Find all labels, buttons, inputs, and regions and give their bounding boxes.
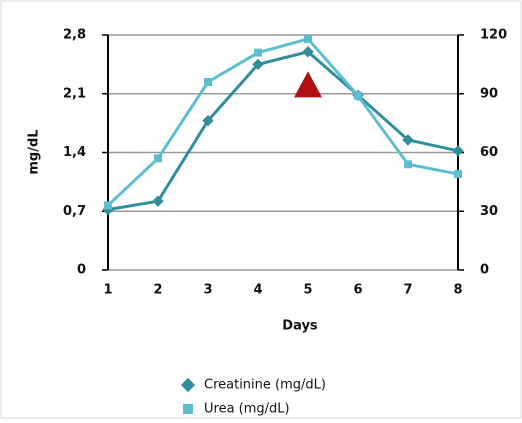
x-tick-label: 4 bbox=[253, 283, 262, 298]
point bbox=[452, 145, 464, 157]
y2-tick-label: 90 bbox=[480, 86, 498, 101]
point bbox=[302, 46, 314, 58]
y-tick-label: 0 bbox=[77, 263, 86, 278]
y-tick-label: 0,7 bbox=[63, 204, 86, 219]
x-tick-label: 3 bbox=[203, 283, 212, 298]
legend-swatch bbox=[183, 404, 193, 414]
x-tick-label: 5 bbox=[303, 283, 312, 298]
legend-label: Creatinine (mg/dL) bbox=[204, 378, 326, 393]
series-line bbox=[107, 50, 459, 212]
y2-tick-label: 120 bbox=[480, 28, 507, 43]
x-tick-label: 6 bbox=[353, 283, 362, 298]
point bbox=[304, 34, 312, 43]
y-axis-label: mg/dL bbox=[27, 129, 42, 174]
point bbox=[254, 48, 262, 57]
point bbox=[454, 170, 462, 179]
point bbox=[402, 134, 414, 146]
legend-label: Urea (mg/dL) bbox=[204, 402, 290, 417]
point bbox=[104, 201, 112, 210]
x-axis-label: Days bbox=[282, 319, 318, 334]
point bbox=[354, 91, 362, 100]
y2-tick-label: 60 bbox=[480, 145, 498, 160]
point bbox=[152, 195, 164, 207]
y-tick-label: 2,1 bbox=[63, 86, 86, 101]
point bbox=[154, 154, 162, 163]
point bbox=[404, 160, 412, 169]
y2-tick-label: 0 bbox=[480, 263, 489, 278]
series-line bbox=[106, 37, 459, 207]
x-tick-label: 7 bbox=[403, 283, 412, 298]
x-tick-label: 2 bbox=[153, 283, 162, 298]
point bbox=[204, 78, 212, 86]
y-tick-label: 1,4 bbox=[63, 145, 86, 160]
x-tick-label: 8 bbox=[453, 283, 462, 298]
highlight-marker bbox=[294, 71, 322, 98]
y-tick-label: 2,8 bbox=[63, 28, 86, 43]
y2-tick-label: 30 bbox=[480, 204, 498, 219]
legend-swatch bbox=[180, 377, 196, 393]
x-tick-label: 1 bbox=[103, 283, 112, 298]
